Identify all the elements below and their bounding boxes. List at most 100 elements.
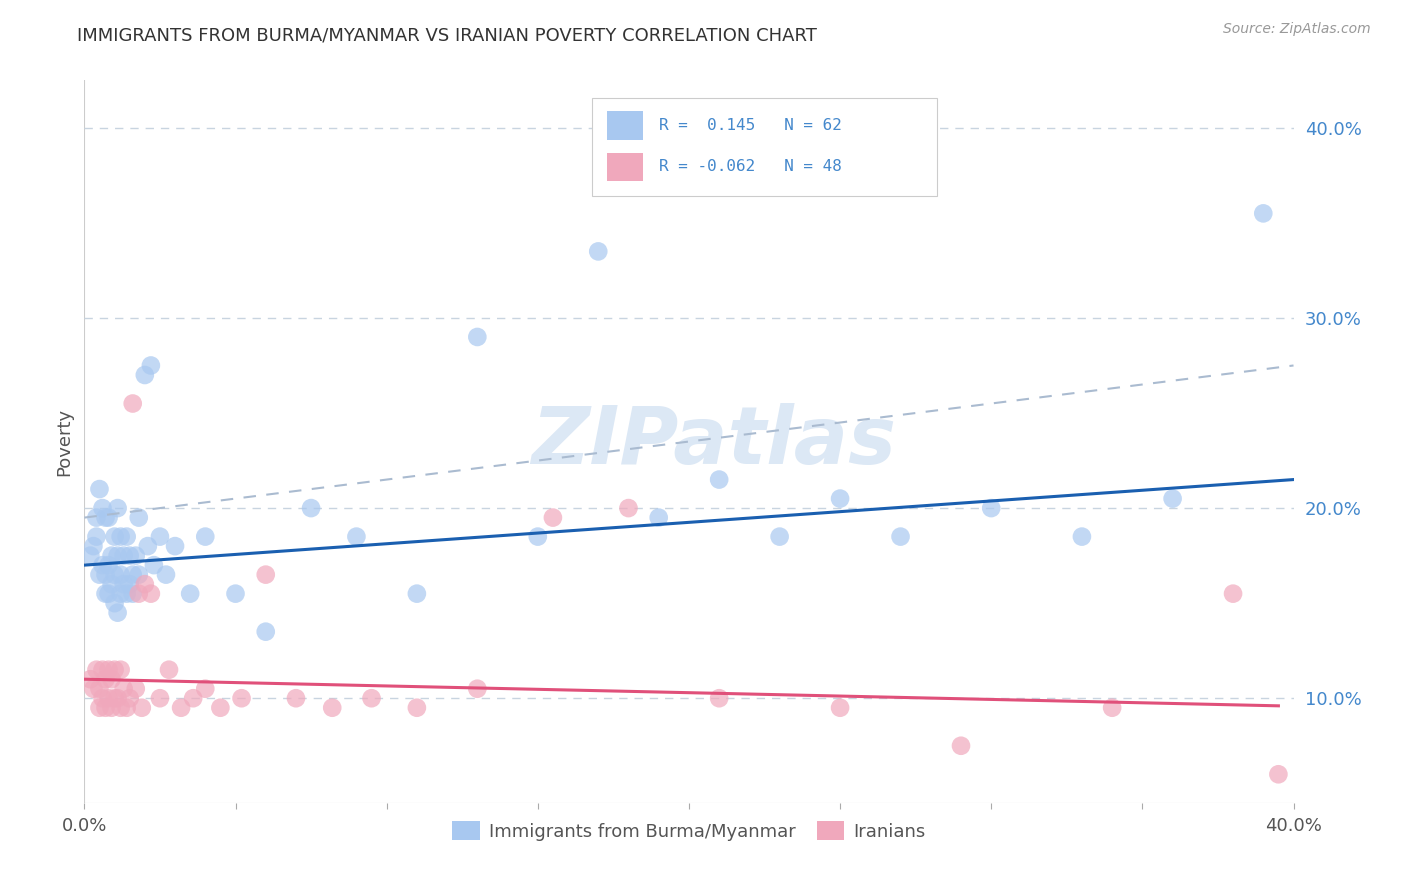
Point (149, 691, 172, 706)
Point (94, 567, 117, 582)
Point (209, 700, 232, 714)
Point (1071, 530, 1094, 544)
Point (100, 549, 122, 563)
Point (131, 700, 153, 714)
Point (321, 700, 343, 714)
Y-axis label: Poverty: Poverty (55, 408, 73, 475)
Point (104, 663, 127, 677)
Point (1253, 206, 1275, 220)
Text: R =  0.145   N = 62: R = 0.145 N = 62 (659, 119, 842, 133)
Point (91, 663, 114, 677)
Point (134, 368, 156, 382)
Point (91, 691, 114, 706)
Point (118, 691, 141, 706)
Point (165, 539, 187, 553)
FancyBboxPatch shape (607, 112, 643, 140)
Point (134, 577, 156, 591)
Point (142, 558, 165, 573)
Point (89, 567, 111, 582)
Point (527, 530, 550, 544)
Text: Source: ZipAtlas.com: Source: ZipAtlas.com (1223, 22, 1371, 37)
Point (980, 501, 1002, 516)
Point (97, 510, 120, 524)
Point (94, 672, 117, 686)
Point (406, 587, 429, 601)
Point (285, 691, 308, 706)
Point (830, 700, 852, 714)
Point (115, 587, 138, 601)
Point (89, 700, 111, 714)
Point (121, 567, 143, 582)
Point (104, 596, 127, 610)
Point (588, 244, 610, 259)
FancyBboxPatch shape (592, 98, 936, 196)
Point (115, 530, 138, 544)
Point (86, 510, 108, 524)
Point (1222, 587, 1244, 601)
Point (769, 530, 792, 544)
Point (118, 577, 141, 591)
Point (170, 700, 193, 714)
Point (100, 672, 122, 686)
Point (94, 587, 117, 601)
Point (110, 567, 132, 582)
Point (128, 567, 150, 582)
Text: ZIPatlas: ZIPatlas (530, 402, 896, 481)
Point (112, 549, 135, 563)
Point (1267, 767, 1289, 781)
Point (128, 587, 150, 601)
Point (89, 681, 111, 696)
Point (179, 587, 201, 601)
Point (112, 577, 135, 591)
Point (94, 510, 117, 524)
Point (100, 700, 122, 714)
Point (139, 359, 162, 373)
Point (89, 482, 111, 496)
Point (104, 691, 127, 706)
Point (254, 567, 277, 582)
Point (1101, 700, 1123, 714)
Point (94, 700, 117, 714)
Legend: Immigrants from Burma/Myanmar, Iranians: Immigrants from Burma/Myanmar, Iranians (446, 814, 932, 848)
Point (360, 691, 382, 706)
Point (118, 549, 141, 563)
Point (139, 587, 162, 601)
Point (225, 587, 247, 601)
Point (181, 691, 204, 706)
Point (97, 587, 120, 601)
Point (104, 567, 127, 582)
Point (890, 530, 912, 544)
Point (97, 663, 120, 677)
Point (406, 700, 429, 714)
Point (346, 530, 368, 544)
Point (299, 501, 322, 516)
Point (1161, 491, 1184, 506)
Point (115, 700, 138, 714)
Point (97, 691, 120, 706)
Point (541, 510, 564, 524)
Point (121, 396, 143, 410)
Point (110, 587, 132, 601)
Point (82, 681, 104, 696)
Point (709, 691, 731, 706)
Point (709, 473, 731, 487)
Point (194, 681, 217, 696)
Point (155, 567, 177, 582)
Point (97, 558, 120, 573)
Point (125, 549, 148, 563)
Point (104, 530, 127, 544)
Point (125, 681, 148, 696)
Point (86, 663, 108, 677)
Point (231, 691, 253, 706)
Text: R = -0.062   N = 48: R = -0.062 N = 48 (659, 160, 842, 175)
Point (950, 739, 973, 753)
Point (107, 606, 129, 620)
Point (82, 539, 104, 553)
Point (107, 549, 129, 563)
Point (107, 691, 129, 706)
Point (79, 549, 101, 563)
Point (121, 587, 143, 601)
Point (112, 681, 135, 696)
Point (86, 530, 108, 544)
Point (128, 510, 150, 524)
